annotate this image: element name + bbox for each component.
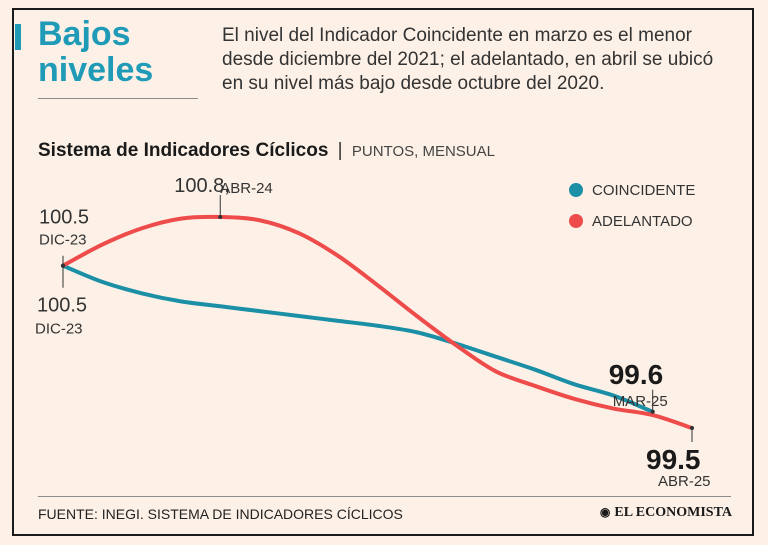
footer-divider <box>38 496 731 497</box>
title-separator: | <box>337 140 343 161</box>
annotation-date: ABR-25 <box>658 473 711 490</box>
brand-icon: ◉ <box>599 505 611 519</box>
annotation-date: DIC-23 <box>35 321 83 338</box>
annotation-dot <box>61 263 65 268</box>
annotation-date: DIC-23 <box>39 232 87 249</box>
chart-unit: PUNTOS, MENSUAL <box>351 143 495 160</box>
source-note: FUENTE: INEGI. SISTEMA DE INDICADORES CÍ… <box>38 506 403 522</box>
series-line-coincidente <box>61 263 655 414</box>
annotation-dot <box>690 426 694 430</box>
legend-label-coincidente: COINCIDENTE <box>592 182 695 199</box>
brand-logo: ◉ EL ECONOMISTA <box>600 505 732 521</box>
headline-divider <box>38 98 198 99</box>
intro-text: El nivel del Indicador Coincidente en ma… <box>222 25 714 94</box>
annotation-dot <box>650 409 655 414</box>
legend-swatch-coincidente <box>569 183 583 197</box>
annotation-date: ABR-24 <box>220 180 273 197</box>
headline: Bajos niveles <box>38 15 154 89</box>
annotation-dot <box>218 215 223 219</box>
legend-swatch-adelantado <box>569 214 583 228</box>
annotation-value: 100.5 <box>37 295 87 317</box>
series-line-adelantado <box>61 214 694 430</box>
legend-label-adelantado: ADELANTADO <box>592 213 693 230</box>
annotation-value: 100.8, <box>174 175 230 197</box>
infographic-frame <box>12 8 754 536</box>
title-accent-bar <box>15 24 21 50</box>
chart-title: Sistema de Indicadores Cíclicos <box>38 140 329 161</box>
annotation-value: 99.6 <box>609 359 664 390</box>
chart-heading: Sistema de Indicadores Cíclicos | PUNTOS… <box>38 140 495 162</box>
brand-name: EL ECONOMISTA <box>614 505 732 520</box>
annotation-value: 100.5 <box>39 207 89 229</box>
annotation-date: MAR-25 <box>613 393 668 410</box>
annotation-value: 99.5 <box>646 444 701 475</box>
